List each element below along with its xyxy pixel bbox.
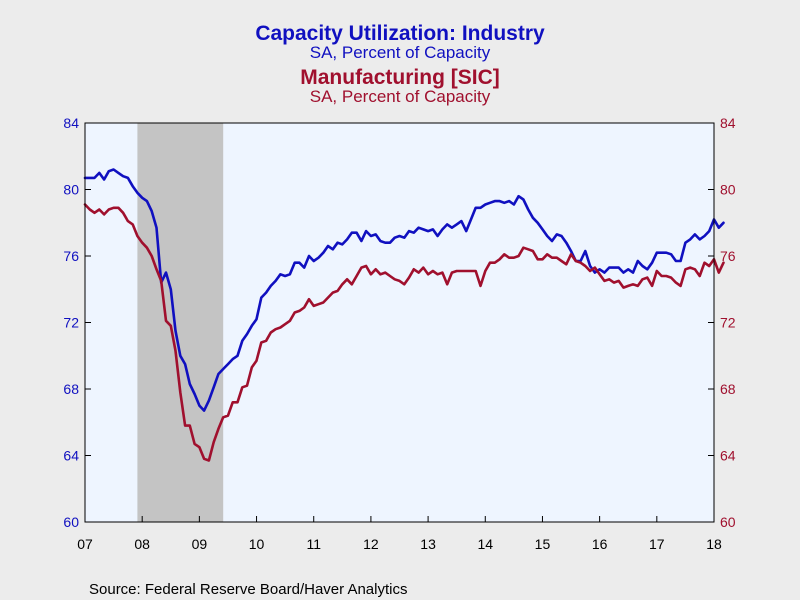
y-right-tick-label: 72 <box>720 315 736 331</box>
y-left-tick-label: 64 <box>63 448 79 464</box>
y-left-tick-label: 72 <box>63 315 79 331</box>
y-right-tick-label: 80 <box>720 182 736 198</box>
y-right-tick-label: 68 <box>720 381 736 397</box>
x-tick-label: 13 <box>420 536 436 552</box>
y-right-tick-label: 60 <box>720 514 736 530</box>
series-line-1 <box>83 168 725 412</box>
chart-title-2: Manufacturing [SIC] <box>300 66 500 89</box>
source-note: Source: Federal Reserve Board/Haver Anal… <box>89 581 407 598</box>
x-tick-label: 11 <box>306 536 321 552</box>
recession-band <box>137 123 224 522</box>
x-tick-label: 18 <box>706 536 722 552</box>
x-tick-label: 12 <box>363 536 379 552</box>
x-tick-label: 09 <box>192 536 208 552</box>
chart-subtitle-1: SA, Percent of Capacity <box>310 43 491 62</box>
x-tick-label: 17 <box>649 536 665 552</box>
y-right-tick-label: 76 <box>720 248 736 264</box>
y-left-tick-label: 76 <box>63 248 79 264</box>
x-tick-label: 14 <box>477 536 493 552</box>
x-tick-label: 15 <box>535 536 551 552</box>
y-left-tick-label: 84 <box>63 115 79 131</box>
x-tick-label: 16 <box>592 536 608 552</box>
series-line-2 <box>83 203 725 462</box>
y-left-tick-label: 80 <box>63 182 79 198</box>
x-tick-label: 07 <box>77 536 93 552</box>
y-left-tick-label: 68 <box>63 381 79 397</box>
y-left-tick-label: 60 <box>63 514 79 530</box>
chart-title-1: Capacity Utilization: Industry <box>255 22 545 45</box>
y-right-tick-label: 84 <box>720 115 736 131</box>
x-tick-label: 10 <box>249 536 265 552</box>
x-tick-label: 08 <box>134 536 150 552</box>
y-right-tick-label: 64 <box>720 448 736 464</box>
chart-subtitle-2: SA, Percent of Capacity <box>310 87 491 106</box>
